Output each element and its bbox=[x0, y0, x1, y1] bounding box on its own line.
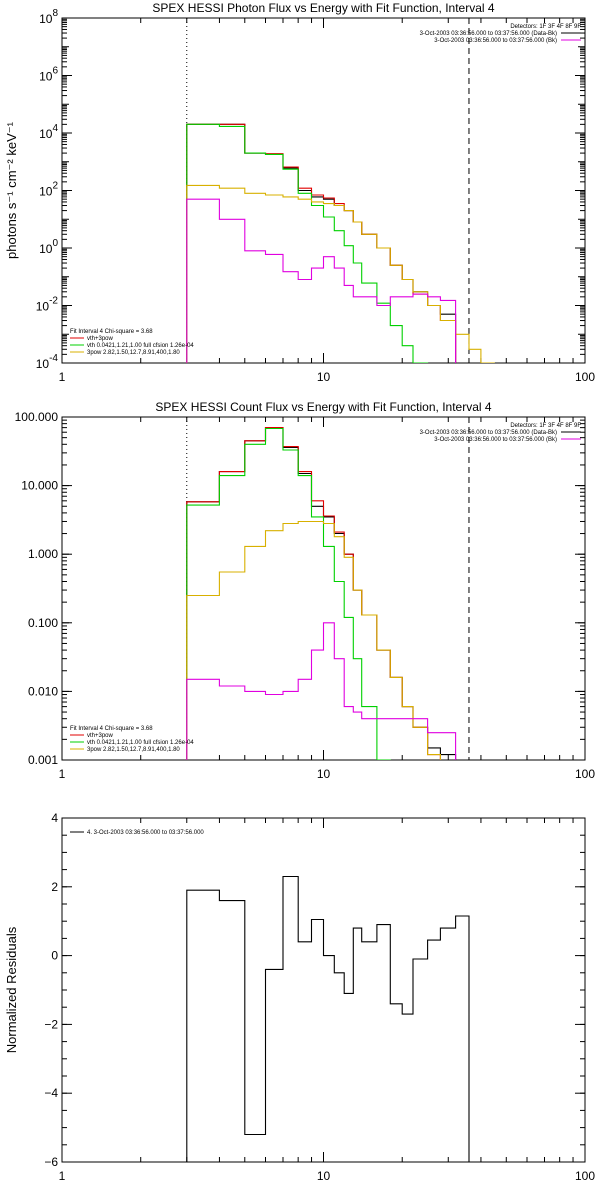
series-line-3 bbox=[186, 427, 391, 760]
y-axis: 0.001 0.010 0.100 1.000 10.000 100.000 bbox=[15, 410, 585, 767]
y-tick-label: 100.000 bbox=[15, 410, 59, 424]
y-tick-label: 10-2 bbox=[36, 296, 59, 314]
series-line-1 bbox=[186, 123, 457, 363]
y-tick-label: 0.001 bbox=[28, 753, 58, 767]
legend-entry: vth+3pow bbox=[87, 733, 114, 739]
y-tick-label: 0.100 bbox=[28, 616, 58, 630]
series-line-3 bbox=[186, 123, 429, 363]
y-tick-label: 10.000 bbox=[21, 479, 58, 493]
legend-entry: 3-Oct-2003 03:36:56.000 to 03:37:56.000 … bbox=[434, 38, 557, 44]
legend-entry: 3-Oct-2003 03:36:56.000 to 03:37:56.000 … bbox=[420, 31, 557, 37]
legend-entry: 3-Oct-2003 03:36:56.000 to 03:37:56.000 … bbox=[434, 437, 557, 443]
x-tick-label: 1 bbox=[59, 370, 66, 384]
series-layer bbox=[186, 875, 470, 1162]
series-line-4 bbox=[186, 520, 441, 760]
y-axis: −6 −4 −2 0 2 4 bbox=[44, 811, 585, 1169]
chart-panel-3: 1 10 100 −6 −4 −2 0 2 4 Normalized Residuals 4. 3-… bbox=[4, 811, 595, 1183]
x-tick-label: 10 bbox=[317, 1169, 331, 1183]
y-tick-label: 10-4 bbox=[36, 353, 59, 371]
legend: Detectors: 1F 3F 4F 8F 9F3-Oct-2003 03:3… bbox=[420, 24, 582, 44]
x-tick-label: 100 bbox=[575, 767, 595, 781]
chart-title: SPEX HESSI Count Flux vs Energy with Fit… bbox=[155, 400, 491, 414]
x-tick-label: 1 bbox=[59, 767, 66, 781]
legend-entry: Fit Interval 4 Chi-square = 3.68 bbox=[70, 726, 153, 732]
y-tick-label: −6 bbox=[44, 1155, 58, 1169]
legend-entry: 3pow 2.82,1.50,12.7,8.91,400,1.80 bbox=[87, 747, 180, 753]
y-tick-label: 0.010 bbox=[28, 684, 58, 698]
legend-entry: 4. 3-Oct-2003 03:36:56.000 to 03:37:56.0… bbox=[87, 830, 204, 836]
y-tick-label: 108 bbox=[39, 8, 58, 26]
x-axis: 1 10 100 bbox=[59, 818, 595, 1183]
legend-entry: vth 0.0421,1.21,1.00 full cfsion 1.26e-0… bbox=[87, 343, 194, 349]
x-tick-label: 100 bbox=[575, 1169, 595, 1183]
y-axis-label: Normalized Residuals bbox=[4, 926, 19, 1053]
chart-panel-1: SPEX HESSI Photon Flux vs Energy with Fi… bbox=[4, 1, 595, 384]
y-tick-label: 1.000 bbox=[28, 547, 58, 561]
y-tick-label: 106 bbox=[39, 66, 58, 84]
legend: Detectors: 1F 3F 4F 8F 9F3-Oct-2003 03:3… bbox=[420, 423, 582, 443]
x-axis: 1 10 100 bbox=[59, 417, 595, 781]
series-line-1 bbox=[186, 875, 470, 1162]
plot-frame bbox=[61, 17, 586, 364]
y-tick-label: −2 bbox=[44, 1017, 58, 1031]
y-tick-label: −4 bbox=[44, 1086, 58, 1100]
series-line-5 bbox=[186, 198, 457, 363]
x-tick-label: 10 bbox=[317, 767, 331, 781]
chart-title: SPEX HESSI Photon Flux vs Energy with Fi… bbox=[152, 1, 494, 15]
legend: Fit Interval 4 Chi-square = 3.68vth+3pow… bbox=[70, 726, 194, 753]
y-tick-label: 102 bbox=[39, 181, 58, 199]
x-tick-label: 10 bbox=[317, 370, 331, 384]
x-tick-label: 100 bbox=[575, 370, 595, 384]
y-tick-label: 4 bbox=[51, 811, 58, 825]
plot-frame bbox=[61, 416, 586, 761]
series-line-4 bbox=[186, 184, 495, 363]
plot-frame bbox=[61, 817, 586, 1163]
series-layer bbox=[186, 427, 457, 760]
y-tick-label: 2 bbox=[51, 880, 58, 894]
y-tick-label: 100 bbox=[39, 238, 58, 256]
legend-entry: vth 0.0421,1.21,1.00 full cfsion 1.26e-0… bbox=[87, 740, 194, 746]
legend: 4. 3-Oct-2003 03:36:56.000 to 03:37:56.0… bbox=[70, 830, 204, 836]
y-tick-label: 0 bbox=[51, 949, 58, 963]
legend-entry: vth+3pow bbox=[87, 336, 114, 342]
x-tick-label: 1 bbox=[59, 1169, 66, 1183]
legend-entry: Detectors: 1F 3F 4F 8F 9F bbox=[510, 423, 581, 429]
legend-entry: Detectors: 1F 3F 4F 8F 9F bbox=[510, 24, 581, 30]
legend: Fit Interval 4 Chi-square = 3.68vth+3pow… bbox=[70, 329, 194, 356]
legend-entry: 3pow 2.82,1.50,12.7,8.91,400,1.80 bbox=[87, 350, 180, 356]
legend-entry: 3-Oct-2003 03:36:56.000 to 03:37:56.000 … bbox=[420, 430, 557, 436]
y-axis-label: photons s⁻¹ cm⁻² keV⁻¹ bbox=[4, 121, 19, 259]
y-tick-label: 104 bbox=[39, 123, 58, 141]
y-axis: 10-4 10-2 100 102 104 106 108 bbox=[36, 8, 585, 371]
chart-panel-2: SPEX HESSI Count Flux vs Energy with Fit… bbox=[15, 400, 596, 781]
series-line-2 bbox=[186, 123, 457, 363]
series-layer bbox=[186, 123, 495, 363]
legend-entry: Fit Interval 4 Chi-square = 3.68 bbox=[70, 329, 153, 335]
series-line-5 bbox=[186, 622, 457, 760]
